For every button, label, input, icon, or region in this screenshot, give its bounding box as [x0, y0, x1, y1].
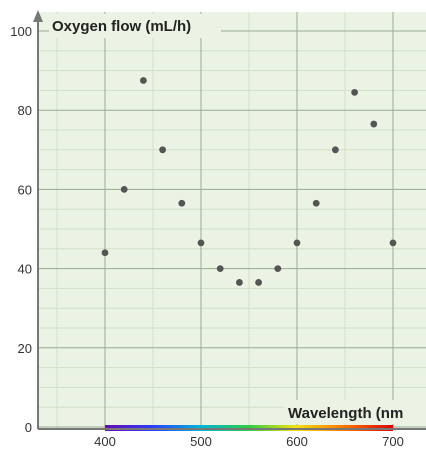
y-tick-label: 20 [18, 341, 32, 356]
x-axis-title: Wavelength (nm [288, 405, 403, 422]
x-tick-labels: 400 500 600 700 [94, 434, 404, 449]
y-tick-label: 40 [18, 262, 32, 277]
y-axis-title: Oxygen flow (mL/h) [52, 18, 191, 35]
y-tick-label: 0 [25, 420, 32, 435]
data-point [140, 77, 147, 84]
data-point [216, 265, 224, 272]
x-axis-title-backdrop [284, 400, 426, 424]
data-point [274, 265, 282, 272]
y-tick-label: 60 [18, 182, 32, 197]
x-tick-label: 500 [190, 434, 212, 449]
data-point [255, 279, 262, 286]
plot-background [38, 12, 426, 429]
major-gridlines [38, 12, 426, 429]
data-point [236, 279, 243, 286]
y-axis-arrow [33, 10, 43, 22]
x-tick-label: 700 [382, 434, 404, 449]
x-tick-label: 600 [286, 434, 308, 449]
data-point [332, 146, 339, 154]
data-point [159, 146, 167, 154]
data-point [197, 239, 205, 247]
y-tick-label: 100 [10, 24, 32, 39]
data-point [178, 199, 186, 207]
data-points [101, 77, 397, 286]
data-point [120, 186, 128, 193]
x-tick-label: 400 [94, 434, 116, 449]
data-point [101, 249, 109, 257]
y-tick-label: 80 [18, 103, 32, 118]
data-point [389, 239, 397, 247]
data-point [370, 120, 378, 128]
data-point [312, 199, 320, 207]
y-axis-title-backdrop [49, 14, 221, 38]
y-tick-labels: 0 20 40 60 80 100 [10, 24, 32, 435]
data-point [293, 239, 301, 247]
minor-gridlines [38, 12, 426, 429]
data-point [351, 88, 358, 96]
